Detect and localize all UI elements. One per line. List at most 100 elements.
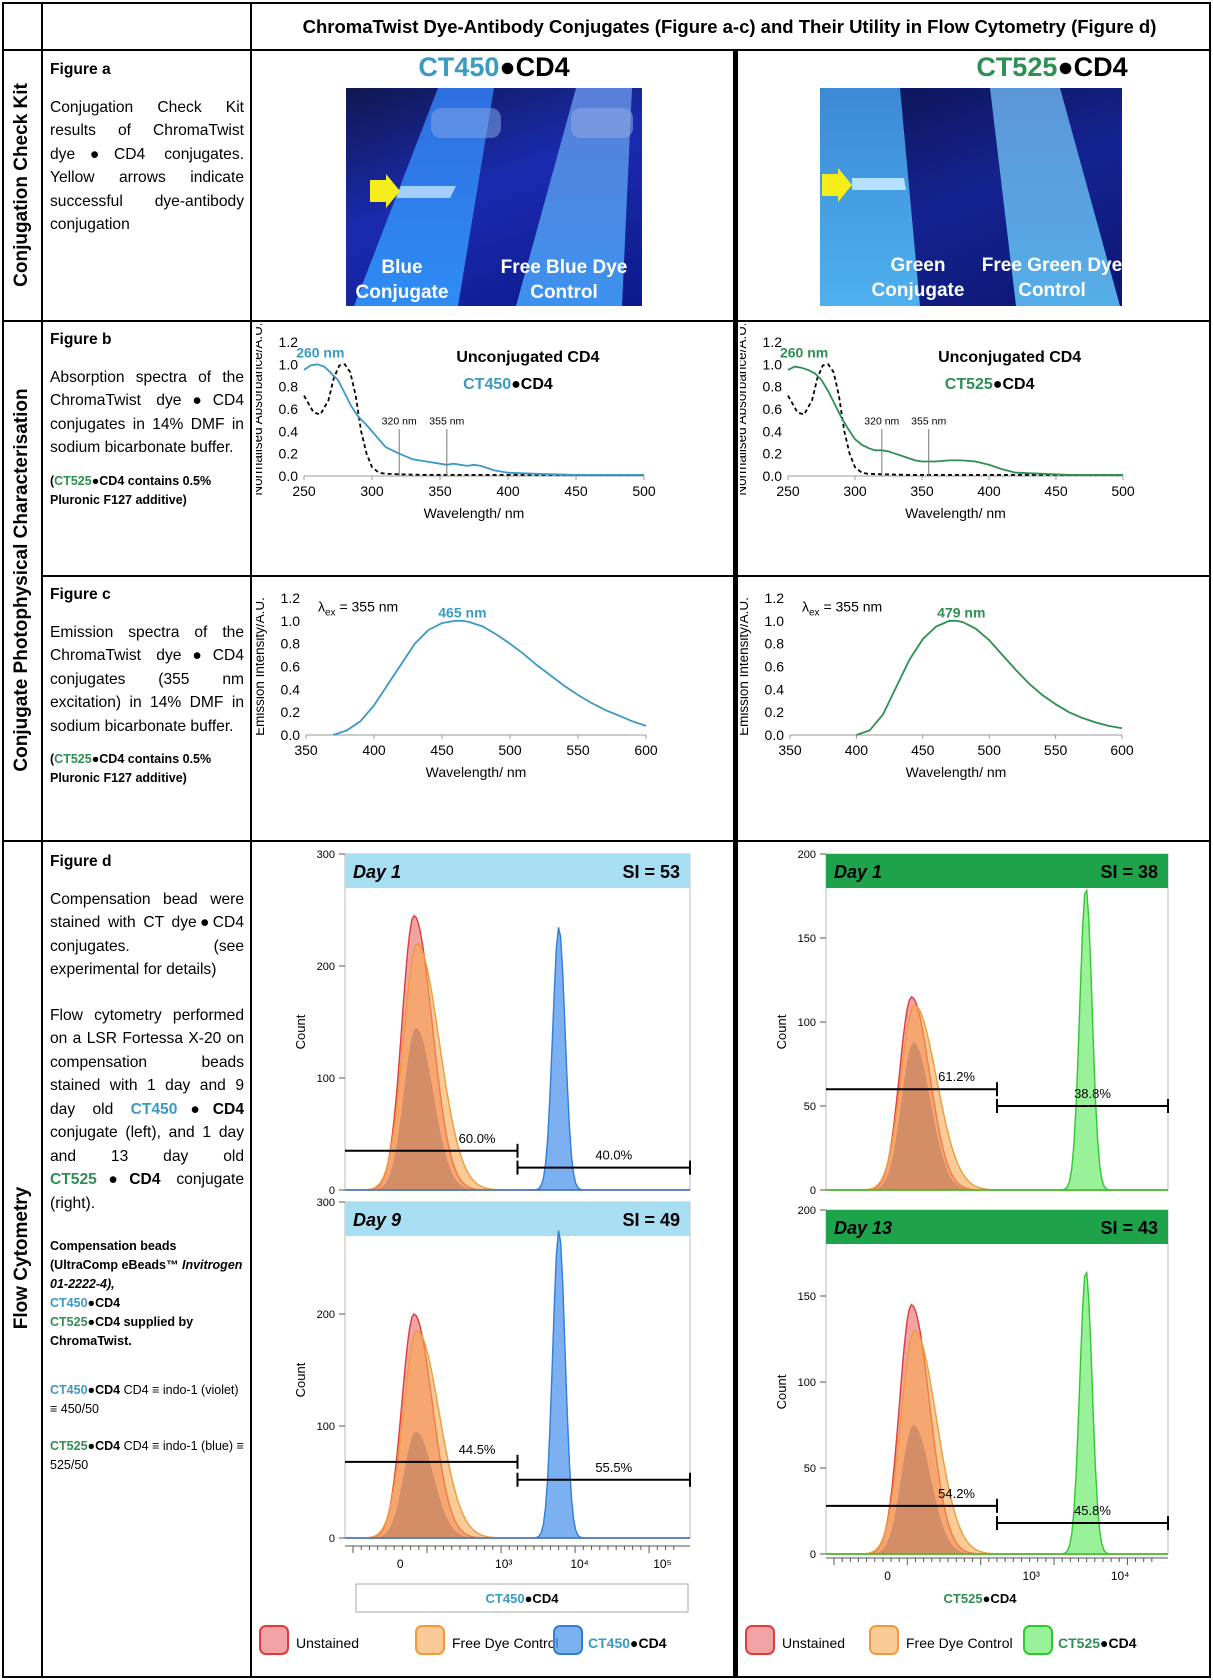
fig-d-text1: Compensation bead were stained with CT d…	[50, 890, 244, 979]
x-axis-label: Wavelength/ nm	[906, 764, 1007, 780]
x-tick-label: 0	[884, 1569, 891, 1583]
histogram-peak	[826, 1270, 1168, 1555]
legend-swatch	[1023, 1625, 1053, 1655]
y-tick-label: 0.0	[765, 727, 785, 743]
y-tick-label: 1.0	[281, 613, 301, 629]
y-tick-label: 1.0	[765, 613, 785, 629]
histogram-peak	[345, 1027, 690, 1190]
histogram-peak	[826, 888, 1168, 1191]
y-axis-label: Count	[293, 1014, 308, 1049]
gate-label: 55.5%	[595, 1460, 632, 1475]
y-tick-label: 200	[317, 961, 335, 973]
flow-si-label: SI = 43	[1100, 1218, 1158, 1238]
strip-green-control	[990, 88, 1120, 306]
flow-banner	[826, 854, 1168, 888]
grid-line	[2, 1676, 1211, 1678]
y-tick-label: 0	[329, 1185, 335, 1197]
absorption-chart-ct525: 250 300 350 400 450 500 0.0 0.2 0.4 0.6 0.8 1.0 1.2 W…	[740, 324, 1135, 521]
x-axis-label: Wavelength/ nm	[424, 505, 525, 521]
grid-line	[41, 2, 43, 1678]
x-tick-label: 450	[430, 742, 454, 758]
legend-label: Unstained	[782, 1635, 845, 1651]
y-tick-label: 0.0	[281, 727, 301, 743]
y-tick-label: 0.0	[279, 468, 299, 484]
x-axis-label: Wavelength/ nm	[905, 505, 1006, 521]
marker-label: 355 nm	[911, 416, 946, 428]
x-tick-label: 400	[362, 742, 386, 758]
fig-b-note: (CT525●CD4 contains 0.5% Pluronic F127 a…	[50, 473, 212, 507]
flow-banner	[345, 1202, 690, 1236]
legend-label: Free Dye Control	[906, 1635, 1013, 1651]
y-tick-label: 0.4	[763, 423, 783, 439]
x-tick-label: 250	[776, 483, 800, 499]
y-tick-label: 1.0	[763, 356, 783, 372]
y-tick-label: 300	[317, 1197, 335, 1209]
gate-label: 61.2%	[938, 1069, 975, 1084]
y-tick-label: 100	[798, 1377, 816, 1389]
histogram-peak	[345, 927, 690, 1191]
y-tick-label: 1.0	[279, 356, 299, 372]
peak-label: 465 nm	[438, 604, 486, 620]
fig-a-left-title: CT450●CD4	[418, 52, 570, 82]
y-tick-label: 0.2	[279, 446, 299, 462]
x-tick-label: 500	[978, 742, 1002, 758]
x-tick-label: 550	[1044, 742, 1068, 758]
y-tick-label: 50	[804, 1101, 816, 1113]
x-axis-label: CT450●CD4	[486, 1591, 560, 1606]
marker-label: 320 nm	[382, 416, 417, 428]
x-tick-label: 500	[1111, 483, 1135, 499]
y-tick-label: 0.0	[763, 468, 783, 484]
fig-a-text: Conjugation Check Kit results of ChromaT…	[50, 98, 244, 234]
marker-label: 355 nm	[429, 416, 464, 428]
x-tick-label: 500	[632, 483, 656, 499]
x-tick-label: 500	[498, 742, 522, 758]
legend-label: CT525●CD4	[1058, 1635, 1137, 1651]
y-tick-label: 200	[317, 1309, 335, 1321]
grid-line	[1209, 2, 1211, 1678]
y-tick-label: 1.2	[279, 334, 299, 350]
flow-day-label: Day 9	[353, 1210, 401, 1230]
x-tick-label: 0	[397, 1557, 404, 1571]
fig-a-right-photo: Green Conjugate Free Green Dye Control	[820, 88, 1122, 306]
y-tick-label: 0.2	[765, 704, 785, 720]
photo-label-blue-2: Conjugate	[356, 282, 449, 303]
y-tick-label: 200	[798, 849, 816, 861]
series-line	[787, 365, 1123, 476]
photo-label-blue: Blue	[381, 257, 422, 278]
y-tick-label: 0.8	[763, 379, 783, 395]
x-axis-title-box	[355, 1583, 689, 1613]
fig-d-note3: CT525●CD4 CD4 ≡ indo-1 (blue) ≡ 525/50	[50, 1439, 244, 1472]
flow-cytometry-left: Day 1 SI = 53 0 100 200 300 Count 60.0% 40.0% Day…	[259, 849, 691, 1655]
y-tick-label: 0.8	[765, 636, 785, 652]
series-line	[856, 619, 1123, 736]
fig-d-title: Figure d	[50, 853, 112, 870]
grid-line	[250, 2, 252, 1678]
section-label-flow: Flow Cytometry	[11, 1186, 32, 1330]
x-tick-label: 350	[910, 483, 934, 499]
y-tick-label: 0.6	[281, 659, 301, 675]
y-tick-label: 0.8	[279, 379, 299, 395]
y-tick-label: 0	[810, 1185, 816, 1197]
gate-label: 40.0%	[595, 1148, 632, 1163]
fig-c-description: Figure c Emission spectra of the ChromaT…	[50, 583, 244, 788]
fig-c-text: Emission spectra of the ChromaTwist dye●…	[50, 623, 244, 735]
emission-chart-ct450: 350 400 450 500 550 600 0.0 0.2 0.4 0.6 0.8 1.0 1.2 W…	[256, 590, 658, 780]
y-axis-label: Normalised Absorbance/A.U.	[740, 324, 749, 496]
y-axis-label: Count	[774, 1014, 789, 1049]
yellow-arrow-icon	[370, 174, 400, 208]
flow-day-label: Day 1	[353, 862, 401, 882]
grid-line	[2, 49, 1211, 51]
histogram-peak	[826, 1042, 1168, 1190]
peak-label: 260 nm	[296, 345, 344, 361]
y-tick-label: 0.8	[281, 636, 301, 652]
gate-label: 54.2%	[938, 1486, 975, 1501]
grid-line	[2, 2, 4, 1678]
y-tick-label: 1.2	[763, 334, 783, 350]
fig-a-title: Figure a	[50, 61, 111, 78]
fig-d-text2: Flow cytometry performed on a LSR Fortes…	[50, 1006, 244, 1212]
x-tick-label: 10⁵	[653, 1557, 671, 1571]
flow-plot-area	[825, 853, 1169, 1191]
x-tick-label: 600	[634, 742, 658, 758]
legend-swatch	[415, 1625, 445, 1655]
